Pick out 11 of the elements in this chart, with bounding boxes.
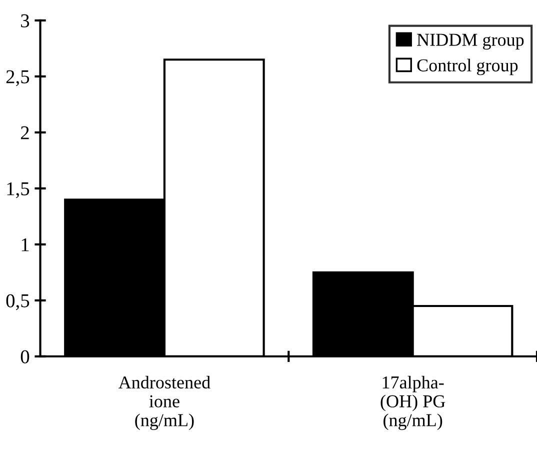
x-tick-label: 17alpha- (OH) PG (ng/mL) xyxy=(380,376,446,430)
x-tick-label: Androstened ione (ng/mL) xyxy=(118,376,210,430)
y-tick-label: 2 xyxy=(20,126,29,140)
y-tick-label: 3 xyxy=(21,14,30,28)
legend-label: NIDDM group xyxy=(417,34,524,50)
y-tick-label: 2,5 xyxy=(6,70,30,86)
y-tick-label: 0,5 xyxy=(6,294,30,310)
y-tick-label: 1 xyxy=(22,238,29,252)
y-tick-label: 1,5 xyxy=(7,182,30,198)
legend-label: Control group xyxy=(417,58,518,76)
y-tick-label: 0 xyxy=(20,350,30,364)
